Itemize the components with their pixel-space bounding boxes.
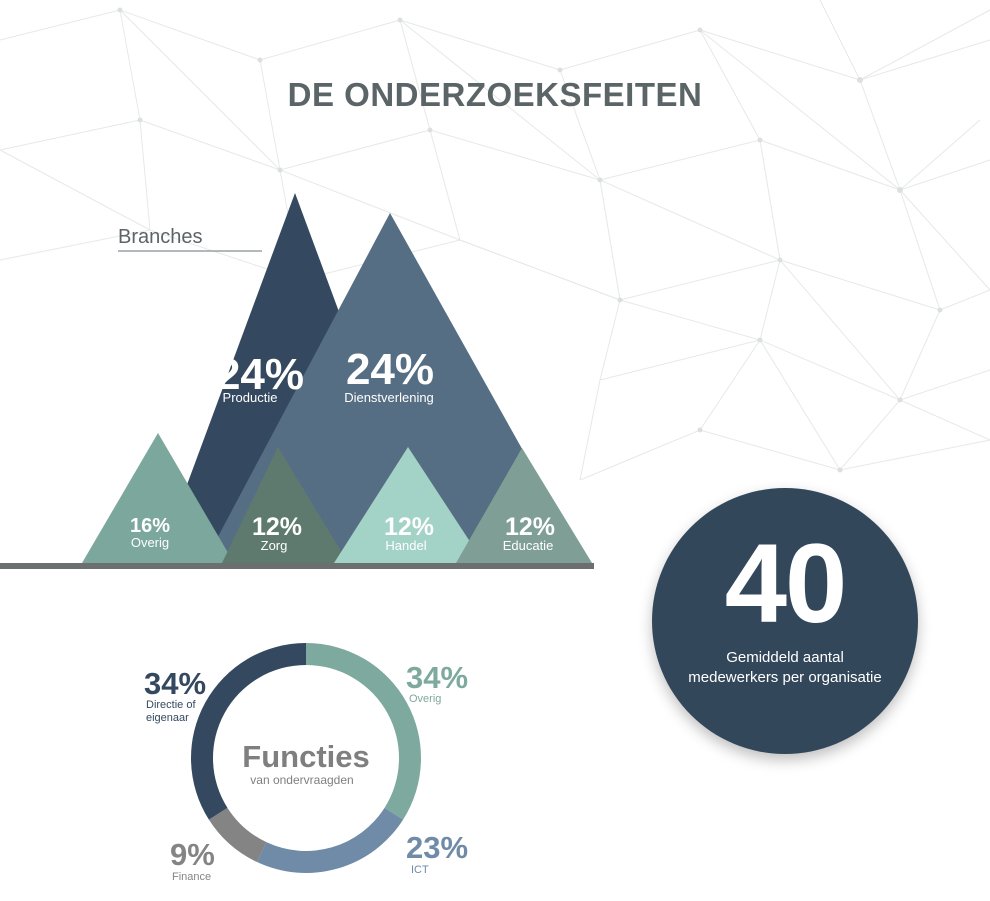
branches-label: Branches (118, 226, 203, 248)
functies-title: Functies (242, 739, 369, 774)
category-label-handel: Handel (385, 538, 426, 553)
donut-segment-ict (257, 807, 404, 873)
donut-segment-finance (208, 807, 267, 863)
value-label-educatie: 12% (505, 513, 555, 541)
donut-segment-overig (306, 643, 421, 820)
category-label-zorg: Zorg (261, 538, 288, 553)
donut-value-overig: 34% (406, 660, 468, 695)
page-title: DE ONDERZOEKSFEITEN (287, 76, 703, 113)
medewerkers-caption-line2: medewerkers per organisatie (688, 669, 882, 686)
value-label-handel: 12% (384, 513, 434, 541)
donut-value-finance: 9% (170, 837, 215, 872)
value-label-zorg: 12% (252, 513, 302, 541)
triangle-dienstverlening (204, 213, 586, 563)
value-label-overig: 16% (130, 515, 170, 537)
medewerkers-caption-line1: Gemiddeld aantal (726, 649, 844, 666)
donut-value-directie: 34% (144, 666, 206, 701)
functies-donut (191, 643, 421, 873)
donut-category-finance: Finance (172, 871, 211, 883)
donut-value-ict: 23% (406, 830, 468, 865)
triangle-educatie (456, 448, 592, 563)
triangle-overig (82, 433, 234, 563)
value-label-dienstverlening: 24% (346, 345, 434, 394)
donut-category-directie-line2: eigenaar (146, 712, 189, 724)
donut-category-directie-line1: Directie of (146, 699, 196, 711)
medewerkers-circle: 40 Gemiddeld aantal medewerkers per orga… (652, 488, 918, 754)
category-label-dienstverlening: Dienstverlening (344, 390, 434, 405)
triangle-handel (334, 447, 484, 563)
category-label-overig: Overig (131, 535, 169, 550)
medewerkers-caption: Gemiddeld aantal medewerkers per organis… (652, 648, 918, 688)
donut-category-overig: Overig (409, 693, 441, 705)
medewerkers-value: 40 (724, 521, 848, 646)
value-label-productie: 24% (216, 350, 304, 399)
functies-subtitle: van ondervraagden (250, 773, 353, 787)
triangle-zorg (222, 447, 348, 563)
category-label-educatie: Educatie (503, 538, 554, 553)
category-label-productie: Productie (223, 390, 278, 405)
donut-segment-directie (191, 643, 306, 820)
chart-baseline (0, 563, 594, 569)
donut-category-ict: ICT (411, 864, 429, 876)
